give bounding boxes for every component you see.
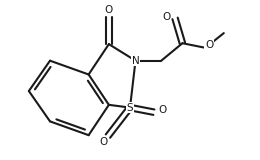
Text: O: O xyxy=(99,137,107,147)
Text: N: N xyxy=(132,56,139,66)
Text: O: O xyxy=(159,105,167,115)
Text: O: O xyxy=(205,40,213,49)
Text: O: O xyxy=(163,12,171,22)
Text: S: S xyxy=(127,103,133,113)
Text: O: O xyxy=(105,5,113,15)
